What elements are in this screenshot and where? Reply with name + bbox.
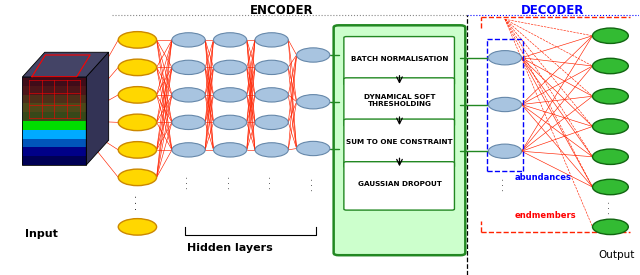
Text: endmembers: endmembers bbox=[515, 211, 576, 220]
Circle shape bbox=[488, 51, 522, 65]
Circle shape bbox=[593, 119, 628, 134]
Circle shape bbox=[118, 114, 157, 131]
Polygon shape bbox=[22, 112, 86, 121]
Circle shape bbox=[118, 219, 157, 235]
Circle shape bbox=[593, 219, 628, 235]
Polygon shape bbox=[22, 156, 86, 165]
Text: Output: Output bbox=[598, 250, 635, 260]
FancyBboxPatch shape bbox=[333, 25, 465, 255]
Text: · · ·: · · · bbox=[226, 176, 235, 189]
Text: · · ·: · · · bbox=[267, 176, 276, 189]
Polygon shape bbox=[22, 130, 86, 139]
Circle shape bbox=[296, 48, 330, 62]
Polygon shape bbox=[22, 147, 86, 156]
Circle shape bbox=[118, 169, 157, 186]
Circle shape bbox=[214, 143, 247, 157]
Text: · · ·: · · · bbox=[184, 176, 193, 189]
Circle shape bbox=[172, 33, 205, 47]
Text: · · ·: · · · bbox=[308, 178, 317, 191]
Text: ENCODER: ENCODER bbox=[250, 4, 313, 17]
Polygon shape bbox=[22, 139, 86, 147]
Circle shape bbox=[255, 33, 288, 47]
Circle shape bbox=[488, 97, 522, 112]
Circle shape bbox=[593, 149, 628, 164]
Circle shape bbox=[214, 88, 247, 102]
Polygon shape bbox=[22, 95, 86, 103]
Circle shape bbox=[488, 144, 522, 158]
FancyBboxPatch shape bbox=[344, 78, 454, 126]
FancyBboxPatch shape bbox=[344, 37, 454, 85]
Circle shape bbox=[255, 60, 288, 75]
FancyBboxPatch shape bbox=[344, 162, 454, 210]
Text: abundances: abundances bbox=[515, 173, 572, 182]
Circle shape bbox=[296, 95, 330, 109]
FancyBboxPatch shape bbox=[344, 119, 454, 167]
Circle shape bbox=[593, 179, 628, 195]
Circle shape bbox=[593, 89, 628, 104]
Circle shape bbox=[296, 141, 330, 156]
Circle shape bbox=[172, 60, 205, 75]
Text: DECODER: DECODER bbox=[521, 4, 584, 17]
Polygon shape bbox=[22, 121, 86, 130]
Text: SUM TO ONE CONSTRAINT: SUM TO ONE CONSTRAINT bbox=[346, 139, 452, 145]
Polygon shape bbox=[22, 77, 86, 121]
Circle shape bbox=[255, 143, 288, 157]
Circle shape bbox=[118, 87, 157, 103]
Polygon shape bbox=[22, 77, 86, 86]
Circle shape bbox=[118, 142, 157, 158]
Polygon shape bbox=[22, 86, 86, 95]
Circle shape bbox=[593, 58, 628, 74]
Text: BATCH NORMALISATION: BATCH NORMALISATION bbox=[351, 56, 448, 62]
Text: · · ·: · · · bbox=[606, 201, 615, 214]
Circle shape bbox=[118, 59, 157, 76]
Circle shape bbox=[172, 88, 205, 102]
Circle shape bbox=[593, 28, 628, 43]
Circle shape bbox=[255, 88, 288, 102]
Circle shape bbox=[172, 115, 205, 130]
Polygon shape bbox=[22, 103, 86, 112]
Text: Input: Input bbox=[25, 229, 58, 239]
Circle shape bbox=[172, 143, 205, 157]
Polygon shape bbox=[86, 52, 109, 165]
Text: · · ·: · · · bbox=[132, 194, 143, 210]
Circle shape bbox=[118, 32, 157, 48]
Text: · · ·: · · · bbox=[500, 178, 509, 191]
Circle shape bbox=[255, 115, 288, 130]
Text: GAUSSIAN DROPOUT: GAUSSIAN DROPOUT bbox=[358, 181, 442, 187]
Circle shape bbox=[214, 60, 247, 75]
Text: DYNAMICAL SOFT
THRESHOLDING: DYNAMICAL SOFT THRESHOLDING bbox=[364, 94, 435, 107]
Text: Hidden layers: Hidden layers bbox=[188, 243, 273, 253]
Polygon shape bbox=[22, 52, 109, 77]
Circle shape bbox=[214, 33, 247, 47]
Circle shape bbox=[214, 115, 247, 130]
